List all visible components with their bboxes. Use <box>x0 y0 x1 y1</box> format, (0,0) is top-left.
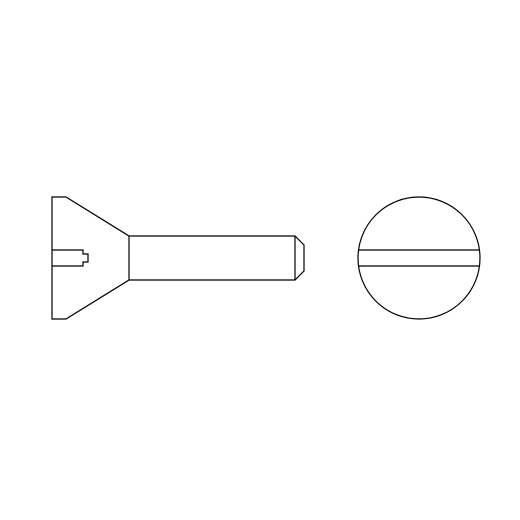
screw-side-view <box>52 197 304 319</box>
slot-profile <box>52 250 88 266</box>
screw-end-view <box>358 197 480 319</box>
head-circle <box>358 197 480 319</box>
screw-outline <box>52 197 304 319</box>
screw-diagram <box>0 0 520 520</box>
